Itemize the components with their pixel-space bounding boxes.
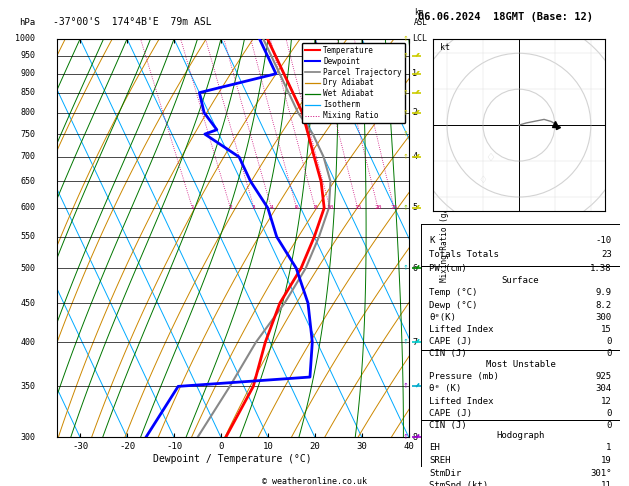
Text: 900: 900 bbox=[21, 69, 35, 78]
Text: 8.2: 8.2 bbox=[596, 300, 611, 310]
Text: ↑: ↑ bbox=[403, 36, 409, 42]
Text: 15: 15 bbox=[601, 325, 611, 334]
Text: $\diamondsuit$: $\diamondsuit$ bbox=[479, 173, 487, 185]
Text: © weatheronline.co.uk: © weatheronline.co.uk bbox=[262, 477, 367, 486]
X-axis label: Dewpoint / Temperature (°C): Dewpoint / Temperature (°C) bbox=[153, 454, 312, 464]
Text: θᵉ(K): θᵉ(K) bbox=[430, 313, 456, 322]
Text: 6: 6 bbox=[413, 264, 418, 273]
Text: ↑: ↑ bbox=[403, 205, 409, 211]
Text: 1: 1 bbox=[413, 69, 418, 78]
Text: CAPE (J): CAPE (J) bbox=[430, 337, 472, 346]
Text: 4: 4 bbox=[413, 153, 418, 161]
Text: 1.38: 1.38 bbox=[590, 264, 611, 274]
Text: 300: 300 bbox=[21, 433, 35, 442]
Text: 304: 304 bbox=[596, 384, 611, 394]
Text: Lifted Index: Lifted Index bbox=[430, 325, 494, 334]
Text: kt: kt bbox=[440, 43, 450, 52]
Text: ↑: ↑ bbox=[403, 53, 409, 59]
Text: 7: 7 bbox=[413, 338, 418, 347]
Text: 6: 6 bbox=[294, 205, 298, 210]
Text: θᵉ (K): θᵉ (K) bbox=[430, 384, 462, 394]
Text: StmSpd (kt): StmSpd (kt) bbox=[430, 481, 489, 486]
Text: ↑: ↑ bbox=[403, 90, 409, 96]
Text: 10: 10 bbox=[326, 205, 333, 210]
Text: 8: 8 bbox=[413, 433, 418, 442]
Text: ↑: ↑ bbox=[403, 131, 409, 137]
Text: EH: EH bbox=[430, 443, 440, 452]
Text: Temp (°C): Temp (°C) bbox=[430, 289, 478, 297]
Text: 8: 8 bbox=[313, 205, 317, 210]
Text: CIN (J): CIN (J) bbox=[430, 349, 467, 358]
Text: 500: 500 bbox=[21, 264, 35, 273]
Text: 1: 1 bbox=[606, 443, 611, 452]
Text: Dewp (°C): Dewp (°C) bbox=[430, 300, 478, 310]
Text: 11: 11 bbox=[601, 481, 611, 486]
Text: 5: 5 bbox=[413, 204, 418, 212]
Text: Hodograph: Hodograph bbox=[496, 431, 545, 440]
Text: 23: 23 bbox=[601, 250, 611, 260]
Text: -37°00'S  174°4B'E  79m ASL: -37°00'S 174°4B'E 79m ASL bbox=[53, 17, 212, 27]
Text: $\diamondsuit$: $\diamondsuit$ bbox=[485, 150, 495, 163]
Text: 450: 450 bbox=[21, 299, 35, 308]
Text: Most Unstable: Most Unstable bbox=[486, 360, 555, 369]
Text: 925: 925 bbox=[596, 372, 611, 382]
Text: 25: 25 bbox=[390, 205, 398, 210]
Text: 400: 400 bbox=[21, 338, 35, 347]
Text: K: K bbox=[430, 236, 435, 245]
Text: 600: 600 bbox=[21, 204, 35, 212]
Text: 0: 0 bbox=[606, 349, 611, 358]
Text: ↑: ↑ bbox=[403, 110, 409, 116]
Text: 350: 350 bbox=[21, 382, 35, 391]
Text: 0: 0 bbox=[606, 421, 611, 430]
Text: StmDir: StmDir bbox=[430, 469, 462, 478]
Text: 301°: 301° bbox=[590, 469, 611, 478]
Text: Surface: Surface bbox=[502, 276, 539, 285]
Text: 700: 700 bbox=[21, 153, 35, 161]
Text: ↑: ↑ bbox=[403, 434, 409, 440]
Text: CIN (J): CIN (J) bbox=[430, 421, 467, 430]
Text: 800: 800 bbox=[21, 108, 35, 117]
Text: 300: 300 bbox=[596, 313, 611, 322]
Text: km
ASL: km ASL bbox=[414, 8, 428, 27]
Text: 20: 20 bbox=[374, 205, 382, 210]
Text: 4: 4 bbox=[269, 205, 273, 210]
Text: CAPE (J): CAPE (J) bbox=[430, 409, 472, 418]
Text: 950: 950 bbox=[21, 52, 35, 60]
Text: 1: 1 bbox=[191, 205, 194, 210]
Text: 9.9: 9.9 bbox=[596, 289, 611, 297]
Text: ↑: ↑ bbox=[403, 154, 409, 160]
Text: Pressure (mb): Pressure (mb) bbox=[430, 372, 499, 382]
Text: LCL: LCL bbox=[413, 35, 427, 43]
Text: 12: 12 bbox=[601, 397, 611, 406]
Text: 3: 3 bbox=[252, 205, 256, 210]
Text: 19: 19 bbox=[601, 456, 611, 465]
Text: ↑: ↑ bbox=[403, 383, 409, 389]
Text: 2: 2 bbox=[228, 205, 232, 210]
Text: Totals Totals: Totals Totals bbox=[430, 250, 499, 260]
Text: Lifted Index: Lifted Index bbox=[430, 397, 494, 406]
Text: 550: 550 bbox=[21, 232, 35, 241]
Text: 1000: 1000 bbox=[16, 35, 35, 43]
Text: 750: 750 bbox=[21, 130, 35, 139]
Text: 0: 0 bbox=[606, 409, 611, 418]
Text: 650: 650 bbox=[21, 177, 35, 186]
Text: 2: 2 bbox=[413, 108, 418, 117]
Text: -10: -10 bbox=[596, 236, 611, 245]
Legend: Temperature, Dewpoint, Parcel Trajectory, Dry Adiabat, Wet Adiabat, Isotherm, Mi: Temperature, Dewpoint, Parcel Trajectory… bbox=[302, 43, 405, 123]
Text: PW (cm): PW (cm) bbox=[430, 264, 467, 274]
Text: SREH: SREH bbox=[430, 456, 451, 465]
Text: Mixing Ratio (g/kg): Mixing Ratio (g/kg) bbox=[440, 194, 448, 282]
Text: 0: 0 bbox=[606, 337, 611, 346]
Text: ↑: ↑ bbox=[403, 339, 409, 345]
Text: ↑: ↑ bbox=[403, 265, 409, 271]
Text: 06.06.2024  18GMT (Base: 12): 06.06.2024 18GMT (Base: 12) bbox=[418, 12, 593, 22]
Text: 15: 15 bbox=[354, 205, 362, 210]
Text: 850: 850 bbox=[21, 88, 35, 97]
Text: hPa: hPa bbox=[19, 18, 35, 27]
